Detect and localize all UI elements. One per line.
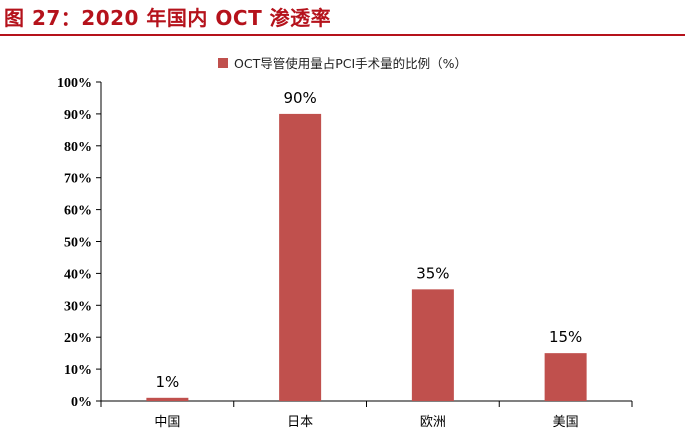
data-label: 35% [416,264,449,282]
data-label: 90% [283,89,316,107]
y-tick-label: 90% [64,108,92,123]
x-tick-label: 欧洲 [420,415,446,430]
bar [411,289,454,401]
y-tick-label: 50% [64,236,92,251]
data-label: 1% [155,373,179,391]
title-divider [0,34,685,36]
x-tick-label: 日本 [287,415,313,430]
y-tick-label: 70% [64,172,92,187]
y-tick-label: 40% [64,267,92,282]
figure-title: 图 27：2020 年国内 OCT 渗透率 [4,6,332,30]
plot-area: 0% 10% 20% 30% 40% 50% 60% 70% 80% 90% 100% 1% 中国 90%… [57,76,633,430]
y-tick-label: 30% [64,299,92,314]
x-tick-label: 中国 [154,415,180,430]
legend-swatch [218,58,228,68]
bar [279,113,322,402]
y-tick-label: 60% [64,204,92,219]
legend-label: OCT导管使用量占PCI手术量的比例（%） [234,56,467,71]
y-tick-label: 0% [71,395,92,410]
bar [146,397,189,401]
legend: OCT导管使用量占PCI手术量的比例（%） [218,56,467,71]
y-tick-label: 20% [64,331,92,346]
y-tick-label: 80% [64,140,92,155]
y-tick-label: 100% [57,76,92,91]
x-tick-label: 美国 [553,415,579,430]
y-tick-label: 10% [64,363,92,378]
data-label: 15% [549,328,582,346]
bar [544,353,587,401]
